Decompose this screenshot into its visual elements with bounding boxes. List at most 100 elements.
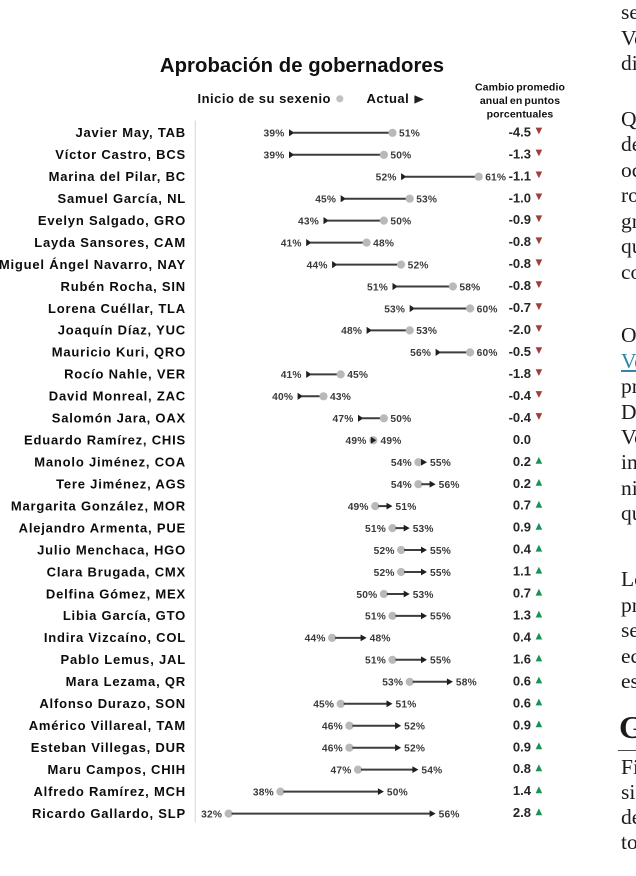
svg-text:1.3: 1.3 bbox=[513, 608, 531, 623]
svg-text:anual en puntos: anual en puntos bbox=[480, 95, 560, 107]
svg-text:49%: 49% bbox=[381, 436, 402, 447]
svg-text:Margarita González, MOR: Margarita González, MOR bbox=[11, 498, 186, 513]
svg-text:Pablo Lemus, JAL: Pablo Lemus, JAL bbox=[61, 652, 187, 667]
svg-text:48%: 48% bbox=[373, 238, 394, 249]
svg-text:Manolo Jiménez, COA: Manolo Jiménez, COA bbox=[34, 455, 186, 470]
svg-text:Aprobación de gobernadores: Aprobación de gobernadores bbox=[160, 55, 444, 77]
svg-text:Joaquín Díaz, YUC: Joaquín Díaz, YUC bbox=[58, 323, 186, 338]
svg-text:50%: 50% bbox=[390, 414, 411, 425]
svg-text:Libia García, GTO: Libia García, GTO bbox=[63, 608, 186, 623]
svg-text:-0.4: -0.4 bbox=[509, 388, 532, 403]
svg-text:0.7: 0.7 bbox=[513, 498, 531, 513]
svg-text:52%: 52% bbox=[404, 722, 425, 733]
svg-text:38%: 38% bbox=[253, 787, 274, 798]
svg-text:-0.5: -0.5 bbox=[509, 344, 531, 359]
svg-text:-1.3: -1.3 bbox=[509, 146, 531, 161]
svg-text:61%: 61% bbox=[485, 173, 506, 184]
svg-text:-0.8: -0.8 bbox=[509, 256, 531, 271]
svg-text:Eduardo Ramírez, CHIS: Eduardo Ramírez, CHIS bbox=[24, 433, 186, 448]
svg-text:55%: 55% bbox=[430, 568, 451, 579]
svg-text:0.0: 0.0 bbox=[513, 432, 531, 447]
svg-text:Marina del Pilar, BC: Marina del Pilar, BC bbox=[49, 169, 186, 184]
svg-text:0.4: 0.4 bbox=[513, 630, 532, 645]
svg-text:-0.8: -0.8 bbox=[509, 278, 531, 293]
svg-text:Alfonso Durazo, SON: Alfonso Durazo, SON bbox=[39, 696, 186, 711]
svg-text:Miguel Ángel Navarro, NAY: Miguel Ángel Navarro, NAY bbox=[0, 257, 186, 272]
svg-text:0.2: 0.2 bbox=[513, 454, 531, 469]
svg-text:Maru Campos, CHIH: Maru Campos, CHIH bbox=[47, 762, 186, 777]
svg-text:51%: 51% bbox=[367, 282, 388, 293]
svg-text:-1.0: -1.0 bbox=[509, 190, 531, 205]
svg-text:41%: 41% bbox=[281, 238, 302, 249]
svg-text:0.9: 0.9 bbox=[513, 520, 531, 535]
svg-text:David Monreal, ZAC: David Monreal, ZAC bbox=[49, 389, 186, 404]
svg-text:0.2: 0.2 bbox=[513, 476, 531, 491]
svg-text:Alejandro Armenta, PUE: Alejandro Armenta, PUE bbox=[19, 520, 186, 535]
svg-text:-4.5: -4.5 bbox=[509, 124, 531, 139]
svg-text:Esteban Villegas, DUR: Esteban Villegas, DUR bbox=[31, 740, 186, 755]
svg-text:44%: 44% bbox=[305, 634, 326, 645]
svg-text:60%: 60% bbox=[477, 304, 498, 315]
svg-text:Cambio promedio: Cambio promedio bbox=[475, 81, 565, 93]
svg-text:58%: 58% bbox=[459, 282, 480, 293]
svg-text:0.8: 0.8 bbox=[513, 761, 531, 776]
svg-text:46%: 46% bbox=[322, 744, 343, 755]
svg-text:53%: 53% bbox=[413, 524, 434, 535]
svg-text:53%: 53% bbox=[384, 304, 405, 315]
svg-text:0.9: 0.9 bbox=[513, 717, 531, 732]
svg-text:46%: 46% bbox=[322, 722, 343, 733]
svg-text:40%: 40% bbox=[272, 392, 293, 403]
svg-text:45%: 45% bbox=[315, 195, 336, 206]
svg-text:51%: 51% bbox=[396, 502, 417, 513]
svg-text:55%: 55% bbox=[430, 612, 451, 623]
svg-text:43%: 43% bbox=[298, 216, 319, 227]
svg-text:Mauricio Kuri, QRO: Mauricio Kuri, QRO bbox=[52, 345, 186, 360]
svg-text:49%: 49% bbox=[346, 436, 367, 447]
svg-text:48%: 48% bbox=[370, 634, 391, 645]
svg-text:0.6: 0.6 bbox=[513, 695, 531, 710]
svg-text:0.7: 0.7 bbox=[513, 586, 531, 601]
svg-text:39%: 39% bbox=[264, 129, 285, 140]
svg-text:0.9: 0.9 bbox=[513, 739, 531, 754]
svg-text:51%: 51% bbox=[365, 612, 386, 623]
svg-text:Rubén Rocha, SIN: Rubén Rocha, SIN bbox=[61, 279, 186, 294]
svg-text:-0.4: -0.4 bbox=[509, 410, 532, 425]
svg-text:45%: 45% bbox=[313, 700, 334, 711]
svg-text:53%: 53% bbox=[413, 590, 434, 601]
svg-text:50%: 50% bbox=[356, 590, 377, 601]
svg-text:2.8: 2.8 bbox=[513, 805, 531, 820]
svg-text:48%: 48% bbox=[341, 326, 362, 337]
svg-text:58%: 58% bbox=[456, 678, 477, 689]
svg-text:50%: 50% bbox=[390, 216, 411, 227]
svg-text:55%: 55% bbox=[430, 458, 451, 469]
svg-text:52%: 52% bbox=[374, 546, 395, 557]
svg-text:51%: 51% bbox=[396, 700, 417, 711]
svg-text:Tere Jiménez, AGS: Tere Jiménez, AGS bbox=[56, 477, 186, 492]
svg-text:Julio Menchaca, HGO: Julio Menchaca, HGO bbox=[37, 542, 186, 557]
svg-text:Indira Vizcaíno, COL: Indira Vizcaíno, COL bbox=[44, 630, 186, 645]
svg-text:56%: 56% bbox=[439, 809, 460, 820]
svg-text:0.6: 0.6 bbox=[513, 673, 531, 688]
svg-text:55%: 55% bbox=[430, 546, 451, 557]
svg-text:50%: 50% bbox=[387, 787, 408, 798]
svg-text:60%: 60% bbox=[477, 348, 498, 359]
svg-text:51%: 51% bbox=[399, 129, 420, 140]
svg-text:55%: 55% bbox=[430, 656, 451, 667]
svg-text:Rocío Nahle, VER: Rocío Nahle, VER bbox=[64, 367, 186, 382]
svg-text:Víctor Castro, BCS: Víctor Castro, BCS bbox=[55, 147, 186, 162]
svg-text:Mara Lezama, QR: Mara Lezama, QR bbox=[66, 674, 186, 689]
svg-text:-0.7: -0.7 bbox=[509, 300, 531, 315]
svg-text:56%: 56% bbox=[410, 348, 431, 359]
svg-text:47%: 47% bbox=[331, 765, 352, 776]
svg-text:51%: 51% bbox=[365, 524, 386, 535]
svg-text:Ricardo Gallardo, SLP: Ricardo Gallardo, SLP bbox=[32, 806, 186, 821]
svg-text:52%: 52% bbox=[408, 260, 429, 271]
svg-text:-0.9: -0.9 bbox=[509, 212, 531, 227]
svg-text:-2.0: -2.0 bbox=[509, 322, 531, 337]
svg-text:43%: 43% bbox=[330, 392, 351, 403]
svg-text:54%: 54% bbox=[391, 480, 412, 491]
svg-text:Inicio de su sexenio: Inicio de su sexenio bbox=[197, 91, 331, 106]
svg-text:44%: 44% bbox=[307, 260, 328, 271]
svg-text:54%: 54% bbox=[421, 765, 442, 776]
svg-text:53%: 53% bbox=[416, 326, 437, 337]
